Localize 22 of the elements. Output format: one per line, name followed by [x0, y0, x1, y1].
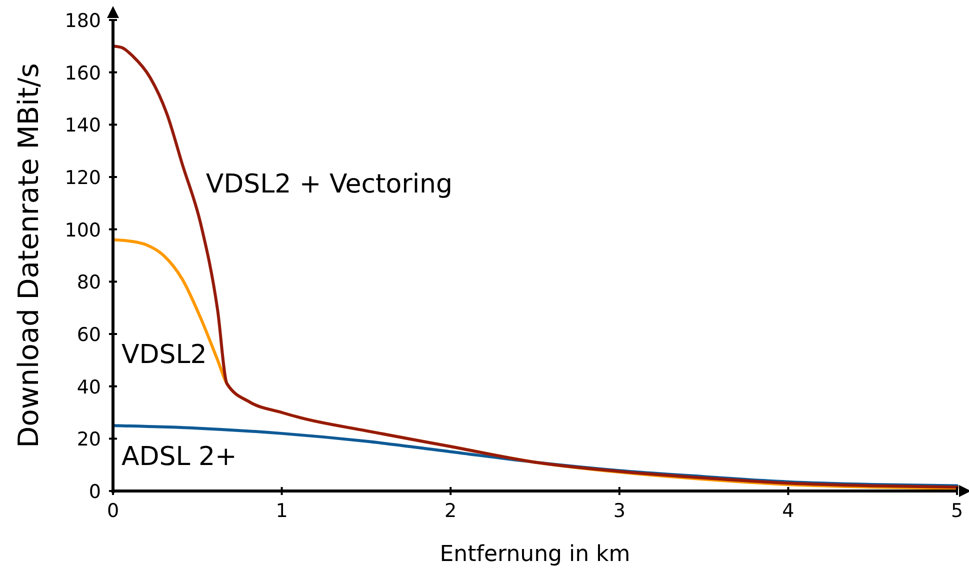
- y-tick-label: 40: [76, 376, 101, 398]
- y-tick-label: 180: [64, 10, 101, 32]
- x-tick-label: 1: [276, 500, 288, 522]
- y-tick-label: 80: [76, 272, 101, 294]
- series-label: VDSL2 + Vectoring: [206, 170, 453, 200]
- x-tick-label: 4: [782, 500, 794, 522]
- y-tick-label: 140: [64, 114, 101, 137]
- x-tick-label: 5: [950, 500, 964, 522]
- x-tick-label: 3: [613, 500, 626, 522]
- x-axis-title: Entfernung in km: [440, 542, 630, 567]
- x-tick-label: 0: [106, 500, 120, 522]
- series-label: ADSL 2+: [121, 442, 237, 472]
- y-tick-label: 0: [88, 481, 101, 503]
- y-axis-title: Download Datenrate MBit/s: [12, 63, 45, 448]
- y-tick-label: 100: [64, 219, 101, 242]
- series-label: VDSL2: [121, 340, 207, 370]
- y-tick-label: 120: [64, 167, 101, 189]
- x-tick-label: 2: [444, 500, 457, 522]
- y-tick-label: 60: [76, 324, 101, 346]
- line-series: [112, 44, 958, 489]
- y-tick-label: 20: [76, 428, 101, 451]
- y-tick-label: 160: [64, 62, 101, 84]
